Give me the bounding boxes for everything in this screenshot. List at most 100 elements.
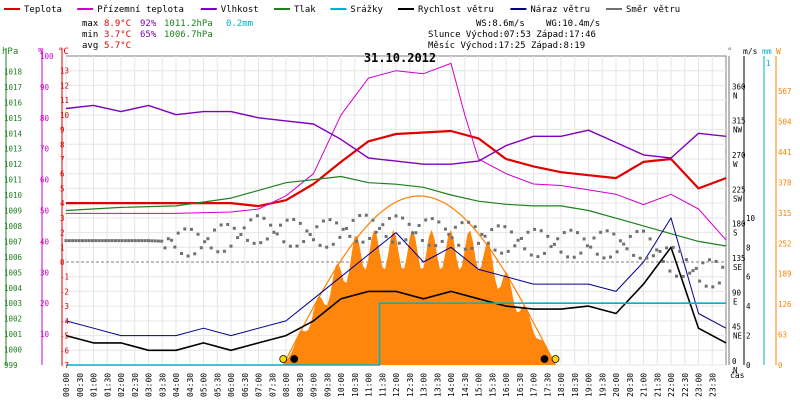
- wind-direction-mark: [516, 238, 520, 242]
- axis-tick-hpa: 1004: [4, 284, 23, 293]
- axis-tick-temp: 11: [60, 96, 69, 105]
- x-tick-label: 11:30: [378, 373, 387, 397]
- wind-direction-mark: [213, 228, 216, 232]
- axis-tick-hpa: 1003: [4, 299, 22, 308]
- axis-tick-ms: 10: [746, 214, 756, 223]
- wind-direction-mark: [503, 225, 507, 229]
- axis-tick-wm2: 441: [778, 148, 792, 157]
- stats-avg-temp: 5.7°C: [104, 41, 131, 51]
- wind-direction-mark: [543, 251, 546, 255]
- axis-tick-temp: 8: [60, 140, 65, 149]
- wind-direction-mark: [206, 237, 210, 241]
- sun-rise-marker: [279, 355, 288, 363]
- wind-direction-mark: [572, 255, 576, 259]
- axis-tick-dir: 270: [732, 151, 746, 160]
- axis-tick-hpa: 1002: [4, 315, 22, 324]
- axis-tick-dir: 135: [732, 254, 746, 263]
- wind-direction-mark: [625, 247, 629, 251]
- axis-tick-pct: 90: [40, 83, 50, 92]
- wind-direction-mark: [486, 241, 490, 245]
- x-tick-label: 21:30: [653, 373, 662, 397]
- wind-direction-mark: [348, 234, 352, 238]
- wind-direction-mark: [269, 223, 273, 227]
- axis-tick-pct: 100: [40, 52, 54, 61]
- wind-direction-mark: [401, 216, 405, 220]
- axis-tick-temp: -1: [60, 273, 69, 282]
- wind-direction-mark: [354, 239, 358, 243]
- wind-direction-mark: [615, 250, 619, 254]
- wind-direction-mark: [133, 239, 137, 243]
- wind-direction-mark: [222, 249, 226, 253]
- x-tick-label: 01:00: [90, 373, 99, 397]
- x-tick-label: 12:30: [406, 373, 415, 397]
- wind-direction-mark: [275, 232, 279, 236]
- wind-direction-mark: [411, 231, 414, 235]
- wind-direction-mark: [510, 230, 513, 234]
- wind-direction-mark: [463, 247, 467, 251]
- wind-direction-mark: [453, 225, 457, 229]
- wind-direction-mark: [595, 252, 599, 256]
- stats-max-rain: 0.2mm: [226, 19, 253, 29]
- legend-entry: Tlak: [294, 5, 316, 15]
- axis-tick-hpa: 1015: [4, 114, 22, 123]
- axis-tick-temp: 7: [60, 155, 65, 164]
- wind-direction-mark: [556, 237, 560, 241]
- wind-direction-mark: [420, 239, 424, 243]
- wind-direction-mark: [364, 213, 368, 217]
- axis-compass-dir: SE: [733, 263, 743, 272]
- wind-direction-mark: [473, 225, 477, 229]
- legend-entry: Srážky: [350, 5, 383, 15]
- wind-direction-mark: [496, 224, 500, 228]
- wind-direction-mark: [444, 227, 447, 231]
- axis-tick-temp: 13: [60, 67, 69, 76]
- wind-direction-mark: [325, 245, 329, 249]
- x-tick-label: 13:00: [420, 373, 429, 397]
- axis-tick-temp: 3: [60, 214, 65, 223]
- x-tick-label: 11:00: [365, 373, 374, 397]
- stats-sun: Slunce Východ:07:53 Západ:17:46: [428, 30, 596, 40]
- axis-label-ms: m/s: [743, 47, 758, 56]
- axis-compass-dir: E: [733, 297, 738, 306]
- wind-direction-mark: [549, 245, 553, 249]
- axis-compass-dir: NE: [733, 332, 743, 341]
- wind-direction-mark: [150, 239, 154, 243]
- wind-direction-mark: [298, 221, 302, 225]
- wind-direction-mark: [576, 231, 579, 235]
- x-tick-label: 06:30: [241, 373, 250, 397]
- axis-tick-hpa: 1012: [4, 160, 22, 169]
- axis-tick-temp: -6: [60, 346, 70, 355]
- wind-direction-mark: [708, 258, 711, 262]
- wind-direction-mark: [193, 252, 197, 256]
- wind-direction-mark: [500, 251, 504, 255]
- axis-tick-temp: 10: [60, 111, 70, 120]
- wind-direction-mark: [642, 229, 645, 233]
- wind-direction-mark: [371, 218, 375, 222]
- wind-direction-mark: [635, 230, 639, 234]
- wind-direction-mark: [711, 285, 715, 289]
- wind-direction-mark: [189, 227, 193, 231]
- wind-direction-mark: [252, 241, 256, 245]
- series-vlhkost: [65, 104, 727, 165]
- stats-min-press: 1006.7hPa: [164, 30, 213, 40]
- wind-direction-mark: [681, 275, 685, 279]
- wind-direction-mark: [665, 246, 669, 250]
- axis-tick-temp: 0: [60, 258, 65, 267]
- axis-label-wm2: W: [776, 47, 781, 56]
- wind-direction-mark: [249, 218, 253, 222]
- wind-direction-mark: [292, 217, 296, 221]
- x-tick-label: 21:00: [640, 373, 649, 397]
- x-tick-label: 22:30: [681, 373, 690, 397]
- wind-direction-mark: [312, 238, 315, 242]
- wind-direction-mark: [523, 247, 527, 251]
- wind-direction-mark: [668, 269, 672, 273]
- solar-curve: [282, 195, 557, 366]
- axis-compass-dir: N: [733, 91, 738, 100]
- axis-tick-hpa: 1005: [4, 268, 22, 277]
- wind-direction-mark: [467, 220, 471, 224]
- axis-tick-wm2: 189: [778, 270, 792, 279]
- wind-direction-mark: [602, 256, 606, 260]
- wind-direction-mark: [394, 214, 398, 218]
- wind-direction-mark: [622, 242, 626, 246]
- x-tick-label: 05:00: [200, 373, 209, 397]
- stats-avg-label: avg: [82, 41, 98, 51]
